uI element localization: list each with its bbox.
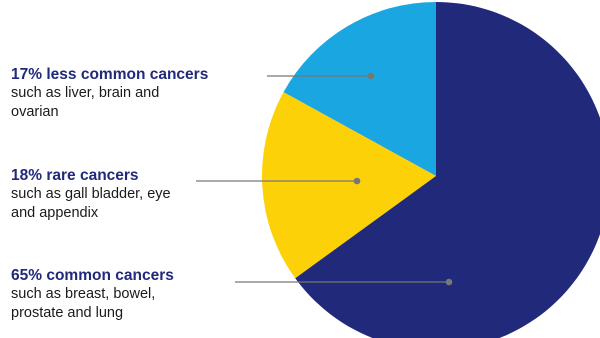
slice-description: such as liver, brain and ovarian: [11, 85, 160, 120]
callout-headline: 65% common cancers: [11, 266, 261, 285]
slice-percent-label: 18%: [11, 167, 43, 184]
pie-slice-common-cancers: [295, 2, 600, 338]
slice-description: such as gall bladder, eye and appendix: [11, 186, 171, 221]
leader-dot: [353, 177, 361, 185]
callout-headline: 17% less common cancers: [11, 65, 261, 84]
leader-dot: [445, 278, 453, 286]
callout-headline: 18% rare cancers: [11, 166, 261, 185]
leader-dot: [367, 72, 375, 80]
callout-less-common: 17% less common cancers such as liver, b…: [11, 65, 261, 122]
slice-name-label: common cancers: [46, 267, 174, 284]
slice-percent-label: 17%: [11, 66, 43, 83]
callout-rare: 18% rare cancers such as gall bladder, e…: [11, 166, 261, 223]
callout-common: 65% common cancers such as breast, bowel…: [11, 266, 261, 323]
slice-name-label: less common cancers: [46, 66, 209, 83]
pie-slice-less-common-cancers: [283, 1, 436, 176]
pie-slice-rare-cancers: [261, 92, 436, 279]
slice-name-label: rare cancers: [46, 167, 139, 184]
slice-description: such as breast, bowel, prostate and lung: [11, 286, 156, 321]
slice-percent-label: 65%: [11, 267, 43, 284]
